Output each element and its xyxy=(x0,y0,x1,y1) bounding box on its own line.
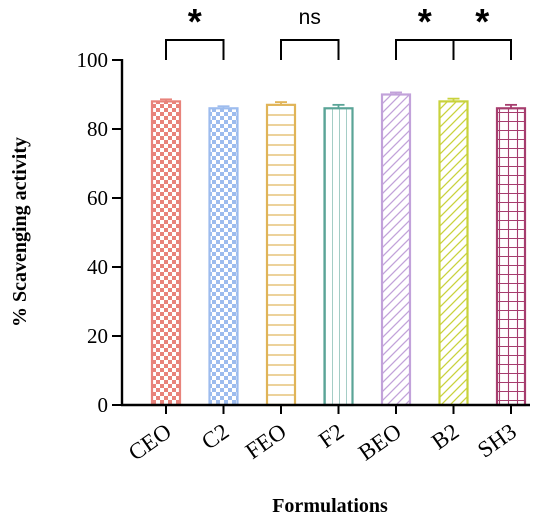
significance-bracket xyxy=(165,39,225,60)
significance-bracket xyxy=(280,39,340,60)
bar-sh3 xyxy=(495,107,527,407)
error-bars-group xyxy=(160,91,517,109)
y-tick-label: 0 xyxy=(98,393,109,417)
significance-label: * xyxy=(475,1,489,42)
bar-b2 xyxy=(438,100,469,407)
bar-c2 xyxy=(208,107,239,407)
bar-feo xyxy=(265,103,297,407)
bars-group xyxy=(150,93,527,407)
bar-ceo xyxy=(150,100,182,407)
significance-bracket xyxy=(395,39,455,60)
x-tick-label: BEO xyxy=(354,419,406,466)
y-axis-title: % Scavenging activity xyxy=(9,137,31,327)
significance-label: * xyxy=(418,1,432,42)
significance-bracket xyxy=(452,39,512,60)
y-tick-label: 60 xyxy=(87,186,108,210)
x-tick-label: CEO xyxy=(124,419,176,466)
x-tick-label: C2 xyxy=(197,419,233,455)
y-tick-label: 80 xyxy=(87,117,108,141)
x-tick-label: F2 xyxy=(314,419,348,453)
x-tick-label: FEO xyxy=(241,419,291,464)
bar-beo xyxy=(380,93,412,407)
x-axis-title: Formulations xyxy=(272,495,388,517)
y-tick-label: 20 xyxy=(87,324,108,348)
significance-label: * xyxy=(188,1,202,42)
significance-label: ns xyxy=(299,6,321,29)
x-tick-label: SH3 xyxy=(473,419,521,463)
significance-group: * ns * * xyxy=(165,1,512,60)
x-tick-label: B2 xyxy=(427,419,463,455)
bar-f2 xyxy=(323,107,354,407)
y-tick-label: 100 xyxy=(77,48,109,72)
y-tick-label: 40 xyxy=(87,255,108,279)
